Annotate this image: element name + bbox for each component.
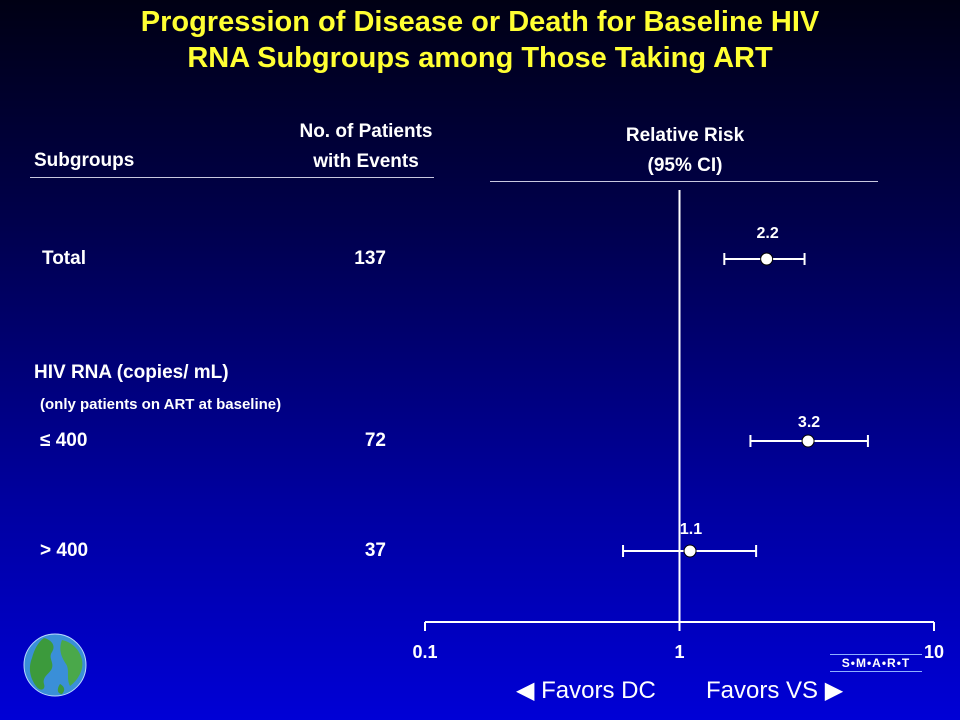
row-count-low-rna: 72: [364, 430, 386, 451]
x-tick-label-0: 0.1: [412, 642, 437, 662]
section-label: HIV RNA (copies/ mL): [34, 362, 229, 383]
row-label-total: Total: [42, 248, 86, 269]
rr-point-0: [760, 252, 774, 266]
chart-title: Progression of Disease or Death for Base…: [0, 4, 960, 76]
section-note: (only patients on ART at baseline): [40, 396, 282, 413]
logo-text: S•M•A•R•T: [841, 656, 911, 670]
subgroups-header: Subgroups: [34, 150, 135, 171]
patients-header-line-1: No. of Patients: [299, 121, 433, 142]
rr-label-2: 1.1: [680, 521, 702, 538]
right-arrow-icon: ▶: [824, 677, 844, 704]
logo-top-line: [830, 654, 922, 655]
rr-point-1: [801, 434, 815, 448]
table-header-divider: [30, 177, 434, 178]
favors-vs-text: Favors VS: [706, 677, 819, 704]
risk-header-line-1: Relative Risk: [625, 125, 745, 146]
row-label-high-rna: > 400: [40, 540, 89, 561]
title-line-2: RNA Subgroups among Those Taking ART: [187, 42, 773, 74]
risk-header-divider: [490, 181, 878, 182]
title-line-1: Progression of Disease or Death for Base…: [140, 6, 820, 38]
patients-header-line-2: with Events: [313, 151, 419, 172]
row-count-high-rna: 37: [364, 540, 386, 561]
logo-bottom-line: [830, 671, 922, 672]
smart-logo: S•M•A•R•T: [826, 654, 926, 672]
row-count-total: 137: [354, 248, 386, 269]
left-arrow-icon: ◀: [516, 677, 535, 704]
x-tick-label-2: 10: [924, 642, 944, 662]
rr-point-2: [683, 544, 697, 558]
favors-dc-text: Favors DC: [541, 677, 656, 704]
risk-header-line-2: (95% CI): [647, 155, 723, 176]
row-label-low-rna: ≤ 400: [40, 430, 88, 451]
favors-dc-label: ◀ Favors DC: [516, 676, 656, 705]
favors-vs-label: Favors VS ▶: [706, 676, 843, 705]
rr-label-1: 3.2: [798, 414, 820, 431]
globe-icon: [23, 633, 87, 697]
x-tick-label-1: 1: [674, 642, 684, 662]
rr-label-0: 2.2: [757, 225, 779, 242]
